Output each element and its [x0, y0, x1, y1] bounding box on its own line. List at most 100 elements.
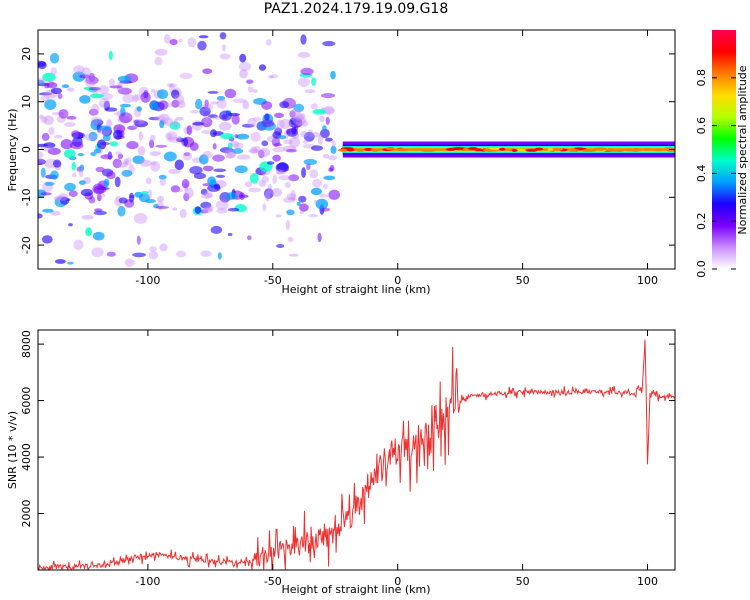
y-tick-label: 20: [20, 47, 33, 61]
spectrogram-blob: [301, 167, 307, 178]
spectrogram-blob: [270, 74, 279, 79]
spectrogram-image: [38, 32, 675, 267]
y-tick-label: 2000: [20, 500, 33, 528]
band-hotspot: [511, 148, 518, 152]
x-tick-label: 100: [637, 274, 658, 287]
spectrogram-blob: [96, 193, 102, 202]
spectrogram-blob: [114, 151, 122, 155]
spectrogram-blob: [284, 181, 291, 189]
spectrogram-blob: [230, 140, 240, 148]
spectrogram-blob: [83, 133, 97, 141]
spectrogram-blob: [213, 168, 226, 173]
spectrogram-blob: [79, 95, 91, 104]
spectrogram-blob: [279, 101, 290, 109]
spectrogram-blob: [201, 117, 213, 128]
spectrogram-blob: [267, 183, 273, 194]
spectrogram-blob: [287, 197, 297, 201]
spectrogram-blob: [324, 105, 335, 116]
spectrogram-blob: [289, 117, 303, 125]
spectrogram-blob: [315, 198, 329, 210]
spectrogram-blob: [118, 197, 128, 204]
spectrogram-blob: [155, 144, 168, 148]
spectrogram-blob: [286, 193, 297, 200]
spectrogram-blob: [232, 148, 244, 154]
spectrogram-blob: [108, 78, 115, 87]
x-tick-label: 100: [637, 575, 658, 588]
spectrogram-blob: [276, 170, 287, 175]
spectrogram-blob: [204, 103, 214, 110]
spectrogram-blob: [122, 93, 135, 103]
spectrogram-blob: [183, 137, 188, 147]
spectrogram-blob: [128, 192, 135, 203]
spectrogram-blob: [215, 174, 226, 178]
spectrogram-blob: [272, 154, 281, 162]
spectrogram-blob: [102, 133, 111, 142]
colorbar-tick-label: 0.2: [695, 212, 708, 230]
spectrogram-blob: [328, 155, 338, 161]
spectrogram-blob: [296, 201, 301, 206]
spectrogram-blob: [88, 86, 101, 91]
spectrogram-blob: [278, 135, 287, 140]
spectrogram-blob: [159, 177, 166, 187]
spectrogram-blob: [201, 130, 212, 134]
spectrogram-blob: [90, 151, 97, 157]
spectrogram-blob: [93, 148, 102, 154]
colorbar-tick-label: 0.6: [695, 117, 708, 135]
spectrogram-blob: [293, 103, 305, 113]
spectrogram-blob: [169, 121, 181, 130]
spectrogram-blob: [163, 151, 177, 162]
spectrogram-blob: [67, 87, 75, 92]
spectrogram-blob: [134, 191, 144, 198]
spectrogram-blob: [207, 176, 217, 186]
spectrogram-blob: [308, 132, 321, 138]
spectrogram-blob: [99, 93, 113, 100]
spectrogram-blob: [242, 100, 250, 110]
spectrogram-blob: [219, 110, 233, 121]
spectrogram-blob: [175, 250, 187, 258]
spectrogram-blob: [276, 119, 285, 130]
spectrogram-blob: [157, 200, 164, 211]
spectrogram-blob: [221, 44, 226, 52]
spectrogram-blob: [84, 76, 97, 87]
spectrogram-blob: [79, 74, 91, 79]
spectrogram-blob: [262, 203, 267, 212]
spectrogram-blob: [159, 243, 168, 252]
spectrogram-blob: [259, 147, 271, 157]
spectrogram-blob: [297, 77, 310, 87]
spectrogram-blob: [189, 142, 199, 151]
spectrogram-blob: [330, 70, 336, 80]
spectrogram-blob: [216, 95, 226, 101]
spectrogram-blob: [314, 199, 318, 204]
spectrogram-blob: [113, 129, 123, 140]
spectrogram-blob: [95, 166, 105, 173]
spectrogram-blob: [325, 116, 330, 125]
spectrogram-blob: [123, 158, 129, 164]
spectrogram-blob: [41, 235, 53, 244]
spectrogram-blob: [283, 197, 296, 203]
spectrogram-blob: [325, 137, 333, 142]
spectrogram-blob: [263, 188, 274, 199]
spectrogram-blob: [179, 208, 187, 219]
spectrogram-blob: [311, 77, 317, 86]
spectrogram-blob: [154, 48, 168, 56]
spectrogram-blob: [54, 259, 66, 264]
spectrogram-blob: [114, 176, 121, 188]
spectrogram-blob: [322, 153, 330, 159]
spectrogram-blob: [234, 142, 244, 149]
spectrogram-blob: [150, 161, 161, 172]
spectrogram-blob: [209, 129, 217, 138]
spectrogram-blob: [171, 89, 180, 99]
spectrogram-blob: [40, 192, 52, 196]
spectrogram-blob: [46, 82, 58, 89]
spectrogram-blob: [78, 167, 84, 178]
spectrogram-blob: [297, 51, 311, 59]
spectrogram-blob: [250, 146, 258, 154]
spectrogram-blob: [258, 122, 263, 130]
spectrogram-blob: [200, 209, 209, 214]
spectrogram-blob: [176, 189, 184, 193]
y-tick-label: -10: [20, 188, 33, 206]
spectrogram-blob: [304, 89, 316, 94]
y-tick-label: 6000: [20, 387, 33, 415]
spectrogram-blob: [232, 98, 247, 104]
